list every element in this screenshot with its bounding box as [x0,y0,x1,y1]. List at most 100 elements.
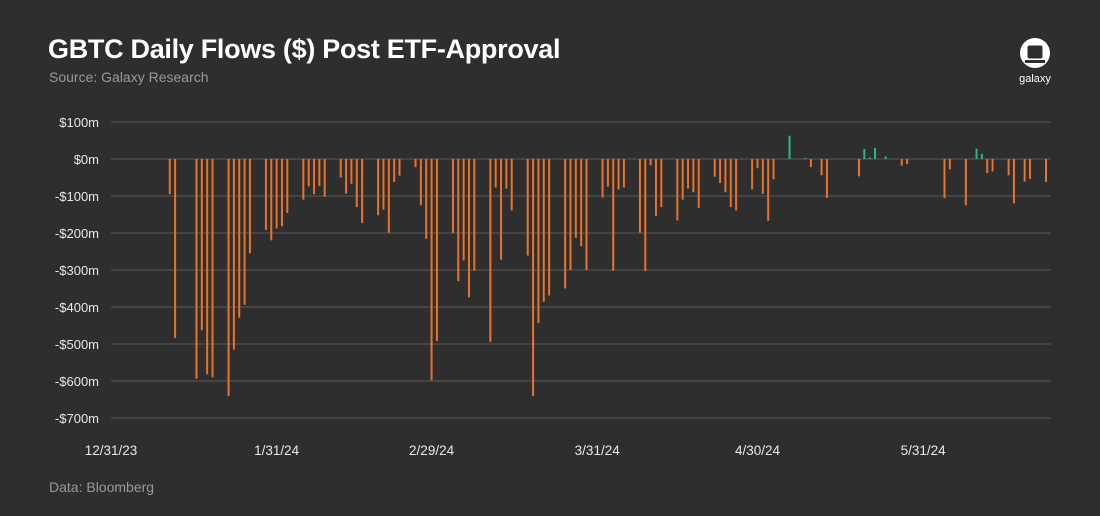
outflow-bar [761,159,764,194]
chart-subtitle: Source: Galaxy Research [49,69,209,85]
outflow-bar [772,159,775,180]
outflow-bar [174,159,177,339]
chart-title: GBTC Daily Flows ($) Post ETF-Approval [48,34,561,64]
outflow-bar [500,159,503,260]
outflow-bar [676,159,679,221]
outflow-bar [809,159,812,168]
outflow-bar [569,159,572,270]
x-tick-label: 3/31/24 [575,443,621,458]
outflow-bar [280,159,283,227]
outflow-bar [574,159,577,238]
outflow-bar [489,159,492,342]
outflow-bar [687,159,690,189]
outflow-bar [1007,159,1010,176]
outflow-bar [345,159,348,194]
inflow-bar [868,157,871,159]
outflow-bar [948,159,951,170]
inflow-bar [788,135,791,159]
outflow-bar [537,159,540,323]
y-tick-label: -$300m [55,263,99,278]
outflow-bar [302,159,305,200]
inflow-bar [980,153,983,159]
y-tick-label: $0m [74,152,99,167]
outflow-bar [425,159,428,239]
outflow-bar [1023,159,1026,182]
outflow-bar [435,159,438,342]
outflow-bar [729,159,732,208]
outflow-bar [270,159,273,241]
outflow-bar [617,159,620,190]
outflow-bar [350,159,353,184]
outflow-bar [232,159,235,350]
outflow-bar [393,159,396,182]
outflow-bar [986,159,989,174]
inflow-bar [884,156,887,159]
outflow-bar [858,159,860,177]
outflow-bar [286,159,289,214]
outflow-bar [510,159,513,211]
x-tick-label: 1/31/24 [254,443,300,458]
outflow-bar [654,159,657,216]
galaxy-logo-icon [1020,38,1050,68]
outflow-bar [505,159,508,189]
x-tick-label: 2/29/24 [409,443,455,458]
outflow-bar [548,159,551,296]
outflow-bar [735,159,738,211]
outflow-bar [211,159,214,378]
outflow-bar [622,159,625,188]
data-source-note: Data: Bloomberg [49,479,155,495]
outflow-bar [751,159,754,190]
outflow-bar [398,159,401,176]
outflow-bar [200,159,203,331]
x-tick-label: 4/30/24 [735,443,781,458]
outflow-bar [606,159,609,187]
inflow-bar [975,148,978,159]
outflow-bar [526,159,529,256]
outflow-bar [238,159,241,318]
outflow-bar [601,159,604,198]
outflow-bar [542,159,545,302]
galaxy-logo: galaxy [1012,36,1058,88]
outflow-bar [724,159,727,193]
outflow-bar [195,159,198,379]
outflow-bar [387,159,390,233]
outflow-bar [494,159,497,188]
outflow-bar [248,159,251,254]
outflow-bar [419,159,422,206]
outflow-bar [612,159,615,271]
y-tick-label: -$500m [55,337,99,352]
outflow-bar [644,159,647,272]
outflow-bar [692,159,695,193]
y-tick-label: -$600m [55,374,99,389]
outflow-bar [1012,159,1015,204]
x-tick-label: 5/31/24 [901,443,947,458]
outflow-bar [243,159,246,305]
outflow-bar [318,159,321,187]
outflow-bar [825,159,828,198]
outflow-bar [1045,159,1047,182]
outflow-bar [756,159,759,169]
outflow-bar [168,159,171,195]
outflow-bar [585,159,588,270]
outflow-bar [473,159,476,271]
x-tick-label: 12/31/23 [85,443,138,458]
outflow-bar [991,159,994,172]
outflow-bar [414,159,417,168]
outflow-bar [467,159,470,298]
outflow-bar [649,159,652,166]
y-tick-label: -$100m [55,189,99,204]
y-tick-label: -$400m [55,300,99,315]
outflow-bar [377,159,380,216]
y-tick-label: $100m [59,115,99,130]
outflow-bar [697,159,700,208]
logo-text: galaxy [1019,73,1051,85]
y-tick-label: -$200m [55,226,99,241]
outflow-bar [767,159,770,221]
outflow-bar [943,159,946,199]
outflow-bar [906,159,909,165]
outflow-bar [227,159,230,397]
outflow-bar [1028,159,1031,179]
outflow-bar [451,159,454,233]
outflow-bar [307,159,310,187]
